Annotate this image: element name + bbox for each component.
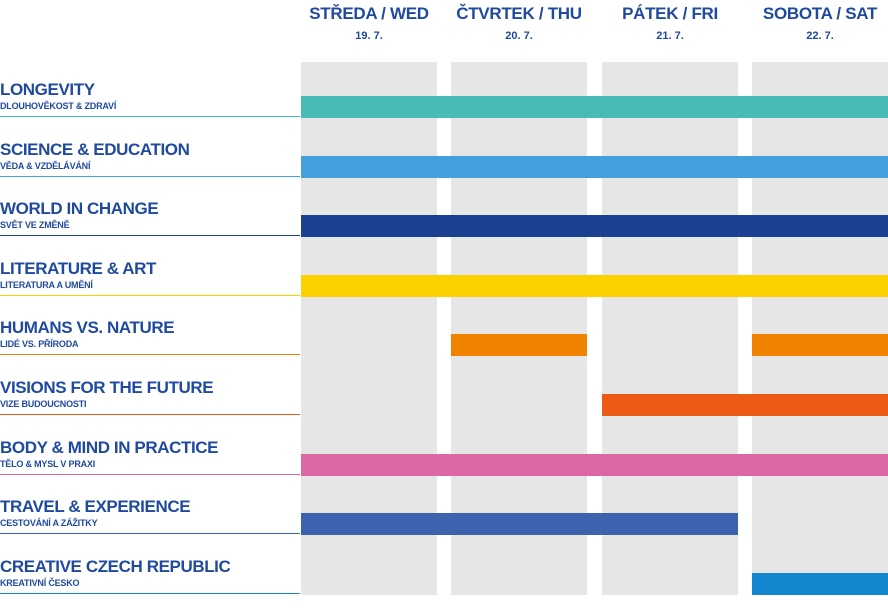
program-bar [301,96,888,118]
row-subtitle: VĚDA & VZDĚLÁVÁNÍ [0,161,91,171]
row-label: TRAVEL & EXPERIENCE CESTOVÁNÍ A ZÁŽITKY [0,497,191,529]
row-subtitle: LITERATURA A UMĚNÍ [0,280,93,290]
day-header: PÁTEK / FRI 21. 7. [600,4,740,42]
row-title: HUMANS VS. NATURE [0,318,175,337]
program-bar [752,573,888,595]
program-bar [301,156,888,178]
day-name: SOBOTA / SAT [762,4,878,23]
day-name: STŘEDA / WED [309,4,429,23]
row-label: HUMANS VS. NATURE LIDÉ VS. PŘÍRODA [0,318,175,350]
row-subtitle: SVĚT VE ZMĚNĚ [0,220,70,230]
row-subtitle: TĚLO & MYSL V PRAXI [0,459,96,469]
day-column-bg [451,62,587,595]
day-date: 21. 7. [656,30,684,42]
row-label: CREATIVE CZECH REPUBLIC KREATIVNÍ ČESKO [0,557,231,589]
row-underline [0,414,300,415]
row-title: SCIENCE & EDUCATION [0,140,190,159]
row-label: VISIONS FOR THE FUTURE VIZE BUDOUCNOSTI [0,378,214,410]
day-column-bg [602,62,738,595]
row-subtitle: CESTOVÁNÍ A ZÁŽITKY [0,518,98,528]
row-title: VISIONS FOR THE FUTURE [0,378,214,397]
row-subtitle: LIDÉ VS. PŘÍRODA [0,339,79,349]
day-header: SOBOTA / SAT 22. 7. [750,4,888,42]
row-label: SCIENCE & EDUCATION VĚDA & VZDĚLÁVÁNÍ [0,140,190,172]
row-title: BODY & MIND IN PRACTICE [0,438,219,457]
day-header: STŘEDA / WED 19. 7. [299,4,439,42]
row-underline [0,235,300,236]
day-column-bg [301,62,437,595]
row-subtitle: VIZE BUDOUCNOSTI [0,399,87,409]
row-label: LONGEVITY DLOUHOVĚKOST & ZDRAVÍ [0,80,116,112]
day-date: 19. 7. [355,30,383,42]
row-title: WORLD IN CHANGE [0,199,159,218]
program-bar [451,334,587,356]
row-underline [0,593,300,594]
day-name: PÁTEK / FRI [622,4,718,23]
row-underline [0,116,300,117]
row-underline [0,295,300,296]
program-bar [301,454,888,476]
program-bar [602,394,888,416]
program-bar [301,215,888,237]
row-underline [0,354,300,355]
row-underline [0,176,300,177]
row-title: CREATIVE CZECH REPUBLIC [0,557,231,576]
row-title: LONGEVITY [0,80,95,99]
row-subtitle: DLOUHOVĚKOST & ZDRAVÍ [0,101,117,111]
day-column-bg [752,62,888,595]
row-subtitle: KREATIVNÍ ČESKO [0,578,80,588]
row-label: BODY & MIND IN PRACTICE TĚLO & MYSL V PRA… [0,438,219,470]
program-bar [301,513,738,535]
row-underline [0,474,300,475]
row-label: LITERATURE & ART LITERATURA A UMĚNÍ [0,259,156,291]
row-underline [0,533,300,534]
program-bar [752,334,888,356]
row-title: LITERATURE & ART [0,259,157,278]
day-header: ČTVRTEK / THU 20. 7. [449,4,589,42]
row-title: TRAVEL & EXPERIENCE [0,497,191,516]
day-name: ČTVRTEK / THU [456,4,582,23]
day-date: 22. 7. [806,30,834,42]
program-bar [301,275,888,297]
day-date: 20. 7. [505,30,533,42]
row-label: WORLD IN CHANGE SVĚT VE ZMĚNĚ [0,199,159,231]
